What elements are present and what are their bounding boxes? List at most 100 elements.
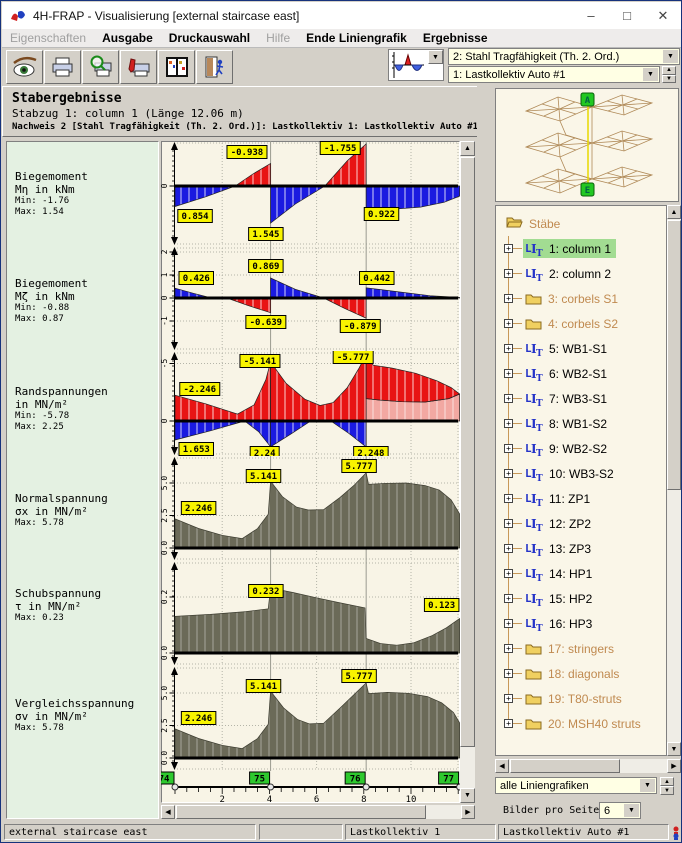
tree-item-label: 7: WB3-S1 (549, 391, 608, 406)
tree-item-2[interactable]: + L I T 2: column 2 (496, 261, 666, 286)
diagram-style-picker[interactable]: ▼ (388, 49, 444, 81)
tree-hscroll-thumb[interactable] (510, 759, 620, 773)
gallery-button[interactable] (158, 50, 195, 84)
chart-hscrollbar[interactable]: ◀ ▶ (161, 805, 475, 819)
scroll-down-icon[interactable]: ▼ (667, 742, 681, 756)
chart-4-info: Normalspannung σx in MN/m² Max: 5.78 (15, 492, 108, 528)
svg-text:75: 75 (254, 775, 265, 785)
scroll-left-icon[interactable]: ◀ (161, 805, 175, 819)
svg-text:I: I (531, 242, 537, 256)
tree-expander-icon[interactable]: + (504, 394, 513, 403)
menu-item-ausgabe[interactable]: Ausgabe (102, 31, 153, 45)
tree-expander-icon[interactable]: + (504, 569, 513, 578)
tree-item-label: 17: stringers (548, 641, 615, 656)
tree-item-7[interactable]: + L I T 7: WB3-S1 (496, 386, 666, 411)
tree-expander-icon[interactable]: + (504, 519, 513, 528)
chart-vscrollbar[interactable]: ▲ ▼ (460, 141, 475, 803)
chevron-down-icon[interactable]: ▼ (663, 50, 678, 63)
loadcase-combo[interactable]: 1: Lastkollektiv Auto #1 ▼ (448, 66, 660, 83)
tree-item-1[interactable]: + L I T 1: column 1 (496, 236, 666, 261)
tree-item-8[interactable]: + L I T 8: WB1-S2 (496, 411, 666, 436)
svg-text:T: T (536, 624, 543, 631)
menu-item-druckauswahl[interactable]: Druckauswahl (168, 31, 251, 45)
tree-item-19[interactable]: +19: T80-struts (496, 686, 666, 711)
tree-expander-icon[interactable]: + (504, 319, 513, 328)
tree-expander-icon[interactable]: + (504, 294, 513, 303)
tree-item-6[interactable]: + L I T 6: WB2-S1 (496, 361, 666, 386)
chart-3-info: Randspannungen in MN/m² Min: -5.78 Max: 2.2… (15, 385, 108, 432)
scroll-right-icon[interactable]: ▶ (461, 805, 475, 819)
tree-vscrollbar[interactable]: ▲ ▼ (667, 205, 681, 756)
menu-item-ergebnisse[interactable]: Ergebnisse (422, 31, 488, 45)
print-button[interactable] (44, 50, 81, 84)
hscroll-thumb[interactable] (176, 805, 426, 819)
tree-item-12[interactable]: + L I T 12: ZP2 (496, 511, 666, 536)
chevron-down-icon[interactable]: ▼ (643, 68, 658, 81)
print-edit-button[interactable] (120, 50, 157, 84)
graphics-type-combo[interactable]: alle Liniengrafiken ▼ (495, 777, 657, 794)
scroll-left-icon[interactable]: ◀ (495, 759, 509, 773)
tree-expander-icon[interactable]: + (504, 269, 513, 278)
value-label: 1.545 (248, 227, 284, 241)
tree-expander-icon[interactable]: + (504, 594, 513, 603)
tree-item-13[interactable]: + L I T 13: ZP3 (496, 536, 666, 561)
tree-expander-icon[interactable]: + (504, 494, 513, 503)
spinner-down-icon[interactable]: ▼ (660, 786, 674, 795)
chevron-down-icon[interactable]: ▼ (640, 779, 655, 792)
tree-expander-icon[interactable]: + (504, 469, 513, 478)
spinner-down-icon[interactable]: ▼ (662, 74, 676, 83)
scroll-up-icon[interactable]: ▲ (460, 141, 475, 156)
tree-expander-icon[interactable]: + (504, 344, 513, 353)
tree-hscrollbar[interactable]: ◀ ▶ (495, 759, 681, 773)
maximize-button[interactable]: □ (623, 8, 631, 23)
result-case-combo[interactable]: 2: Stahl Tragfähigkeit (Th. 2. Ord.) ▼ (448, 48, 680, 65)
tree-vscroll-thumb[interactable] (667, 220, 681, 490)
tree-item-10[interactable]: + L I T 10: WB3-S2 (496, 461, 666, 486)
svg-text:T: T (536, 424, 543, 431)
scroll-up-icon[interactable]: ▲ (667, 205, 681, 219)
tree-item-4[interactable]: +4: corbels S2 (496, 311, 666, 336)
tree-expander-icon[interactable]: + (504, 619, 513, 628)
spinner-up-icon[interactable]: ▲ (660, 777, 674, 786)
minimize-button[interactable]: – (587, 8, 595, 23)
tree-item-label: 5: WB1-S1 (549, 341, 608, 356)
tree-item-9[interactable]: + L I T 9: WB2-S2 (496, 436, 666, 461)
tree-expander-icon[interactable]: + (504, 244, 513, 253)
tree-expander-icon[interactable]: + (504, 369, 513, 378)
chevron-down-icon[interactable]: ▼ (624, 804, 639, 817)
tree-expander-icon[interactable]: + (504, 644, 513, 653)
svg-text:0.869: 0.869 (252, 262, 279, 272)
svg-text:0.426: 0.426 (183, 274, 210, 284)
view-eye-button[interactable] (6, 50, 43, 84)
tree-item-17[interactable]: +17: stringers (496, 636, 666, 661)
scroll-right-icon[interactable]: ▶ (667, 759, 681, 773)
tree-item-3[interactable]: +3: corbels S1 (496, 286, 666, 311)
tree-item-18[interactable]: +18: diagonals (496, 661, 666, 686)
spinner-up-icon[interactable]: ▲ (662, 66, 676, 75)
tree-expander-icon[interactable]: + (504, 419, 513, 428)
tree-expander-icon[interactable]: + (504, 719, 513, 728)
scroll-down-icon[interactable]: ▼ (460, 788, 475, 803)
tree-expander-icon[interactable]: + (504, 544, 513, 553)
menu-item-ende-liniengrafik[interactable]: Ende Liniengrafik (306, 31, 407, 45)
tree-expander-icon[interactable]: + (504, 669, 513, 678)
print-preview-button[interactable] (82, 50, 119, 84)
tree-item-5[interactable]: + L I T 5: WB1-S1 (496, 336, 666, 361)
vscroll-thumb[interactable] (460, 157, 475, 747)
graphics-spinner[interactable]: ▲ ▼ (660, 777, 674, 795)
tree-item-11[interactable]: + L I T 11: ZP1 (496, 486, 666, 511)
tree-item-16[interactable]: + L I T 16: HP3 (496, 611, 666, 636)
exit-button[interactable] (196, 50, 233, 84)
tree-root[interactable]: Stäbe (496, 211, 666, 236)
tree-item-15[interactable]: + L I T 15: HP2 (496, 586, 666, 611)
svg-text:L: L (525, 592, 532, 605)
tree-expander-icon[interactable]: + (504, 694, 513, 703)
close-button[interactable]: ✕ (657, 7, 669, 23)
loadcase-spinner[interactable]: ▲ ▼ (662, 66, 676, 83)
per-page-combo[interactable]: 6 ▼ (599, 802, 641, 819)
diagram-style-dropdown-arrow[interactable]: ▼ (428, 50, 443, 64)
tree-expander-icon[interactable]: + (504, 444, 513, 453)
tree-item-14[interactable]: + L I T 14: HP1 (496, 561, 666, 586)
tree-item-20[interactable]: +20: MSH40 struts (496, 711, 666, 736)
